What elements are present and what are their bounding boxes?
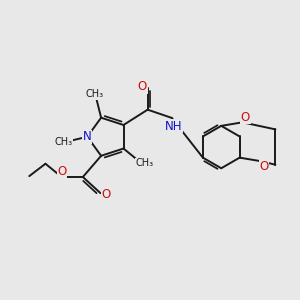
Text: NH: NH (165, 120, 182, 133)
Text: N: N (83, 130, 92, 143)
Text: O: O (138, 80, 147, 94)
Text: CH₃: CH₃ (55, 137, 73, 147)
Text: CH₃: CH₃ (136, 158, 154, 168)
Text: CH₃: CH₃ (85, 89, 103, 99)
Text: O: O (259, 160, 268, 173)
Text: O: O (241, 110, 250, 124)
Text: O: O (58, 165, 67, 178)
Text: O: O (101, 188, 110, 201)
